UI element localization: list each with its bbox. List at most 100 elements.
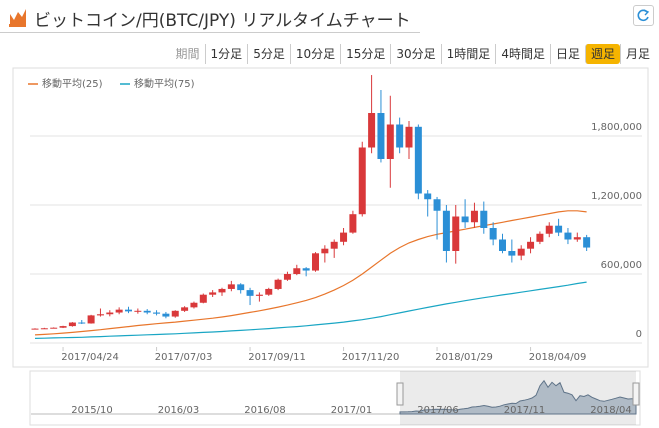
legend-label: 移動平均(75) bbox=[134, 77, 195, 90]
candle-body bbox=[461, 216, 469, 223]
period-button[interactable]: 15分足 bbox=[340, 44, 390, 64]
candle-body bbox=[96, 314, 104, 316]
candle-body bbox=[470, 210, 478, 223]
candle-body bbox=[227, 284, 235, 289]
candle-body bbox=[452, 216, 460, 251]
navigator-window[interactable] bbox=[400, 371, 636, 425]
period-button[interactable]: 10分足 bbox=[289, 44, 340, 64]
candle-body bbox=[40, 328, 48, 330]
navigator-area bbox=[399, 379, 637, 415]
x-tick-label: 2017/11/20 bbox=[342, 352, 400, 363]
candle-body bbox=[508, 251, 516, 256]
candle-body bbox=[480, 210, 488, 228]
x-tick-label: 2018/04/09 bbox=[529, 352, 587, 363]
candle-body bbox=[340, 232, 348, 242]
candle-body bbox=[573, 237, 581, 240]
candle-body bbox=[414, 126, 422, 194]
candle-body bbox=[302, 268, 310, 271]
candle-body bbox=[499, 239, 506, 251]
candle-body bbox=[424, 193, 432, 200]
candle-body bbox=[218, 288, 226, 293]
candle-body bbox=[583, 237, 591, 248]
candle-body bbox=[125, 309, 132, 312]
candle-body bbox=[330, 241, 338, 249]
candle-body bbox=[209, 292, 217, 295]
candle-body bbox=[265, 288, 273, 295]
candle-body bbox=[68, 322, 76, 327]
candle-body bbox=[527, 241, 535, 249]
candle-body bbox=[433, 199, 441, 211]
candle-body bbox=[255, 294, 263, 296]
candle-body bbox=[246, 290, 254, 296]
candle-body bbox=[274, 279, 282, 289]
x-tick-label: 2017/09/11 bbox=[248, 352, 306, 363]
candle-body bbox=[555, 225, 563, 233]
y-tick-label: 1,200,000 bbox=[591, 191, 642, 202]
candle-body bbox=[536, 233, 544, 242]
moving-average-line bbox=[34, 210, 587, 336]
candle-body bbox=[181, 307, 189, 311]
candle-body bbox=[237, 284, 245, 291]
candle-body bbox=[171, 310, 179, 317]
candle-body bbox=[50, 327, 58, 329]
candle-body bbox=[293, 268, 301, 274]
candle-body bbox=[199, 294, 207, 303]
candle-body bbox=[358, 147, 366, 215]
candle-body bbox=[162, 313, 170, 317]
period-button[interactable]: 週足 bbox=[584, 44, 620, 64]
candle-body bbox=[349, 214, 357, 233]
candle-body bbox=[545, 225, 553, 234]
candle-body bbox=[190, 302, 198, 308]
candle-body bbox=[517, 248, 525, 256]
candle-body bbox=[78, 322, 86, 324]
navigator-label: 2016/08 bbox=[244, 405, 286, 416]
navigator-frame bbox=[29, 370, 641, 426]
candle-body bbox=[368, 113, 376, 148]
candle-body bbox=[386, 124, 394, 159]
period-selector: 期間 1分足 5分足 10分足 15分足 30分足 1時間足 4時間足 日足 週足 月足 bbox=[171, 44, 655, 64]
navigator-label: 2017/06 bbox=[417, 405, 459, 416]
candle-body bbox=[377, 113, 385, 159]
period-button[interactable]: 5分足 bbox=[247, 44, 290, 64]
candle-body bbox=[59, 326, 67, 328]
candle-body bbox=[153, 312, 161, 314]
candle-body bbox=[143, 310, 151, 313]
candle-body bbox=[115, 309, 123, 313]
navigator-label: 2018/04 bbox=[590, 405, 632, 416]
navigator-label: 2017/11 bbox=[504, 405, 546, 416]
y-tick-label: 0 bbox=[636, 329, 642, 340]
candle-body bbox=[106, 312, 114, 315]
candle-body bbox=[312, 253, 319, 271]
candle-body bbox=[564, 232, 572, 240]
period-button[interactable]: 30分足 bbox=[390, 44, 440, 64]
period-button[interactable]: 日足 bbox=[549, 44, 585, 64]
legend-label: 移動平均(25) bbox=[42, 77, 103, 90]
moving-average-line bbox=[34, 281, 587, 339]
period-button[interactable]: 1時間足 bbox=[440, 44, 496, 64]
candle-body bbox=[396, 124, 404, 148]
x-tick-label: 2017/07/03 bbox=[155, 352, 213, 363]
page-title: ビットコイン/円(BTC/JPY) リアルタイムチャート bbox=[34, 11, 411, 31]
candle-body bbox=[134, 310, 142, 312]
navigator-label: 2015/10 bbox=[71, 405, 113, 416]
candle-body bbox=[87, 315, 95, 324]
x-tick-label: 2018/01/29 bbox=[435, 352, 493, 363]
chart-frame bbox=[12, 67, 649, 368]
x-tick-label: 2017/04/24 bbox=[61, 352, 119, 363]
period-button[interactable]: 1分足 bbox=[204, 44, 248, 64]
refresh-button[interactable] bbox=[633, 5, 654, 26]
candle-body bbox=[405, 126, 413, 148]
navigator-handle[interactable] bbox=[632, 382, 640, 406]
period-button[interactable]: 4時間足 bbox=[495, 44, 550, 64]
period-button[interactable]: 月足 bbox=[619, 44, 655, 64]
candle-body bbox=[489, 228, 497, 240]
navigator-label: 2017/01 bbox=[331, 405, 373, 416]
candle-body bbox=[442, 210, 450, 251]
candle-body bbox=[283, 274, 291, 280]
candle-body bbox=[321, 248, 329, 254]
navigator-label: 2016/03 bbox=[158, 405, 200, 416]
navigator-handle[interactable] bbox=[396, 382, 404, 406]
y-tick-label: 600,000 bbox=[601, 260, 642, 271]
y-tick-label: 1,800,000 bbox=[591, 122, 642, 133]
